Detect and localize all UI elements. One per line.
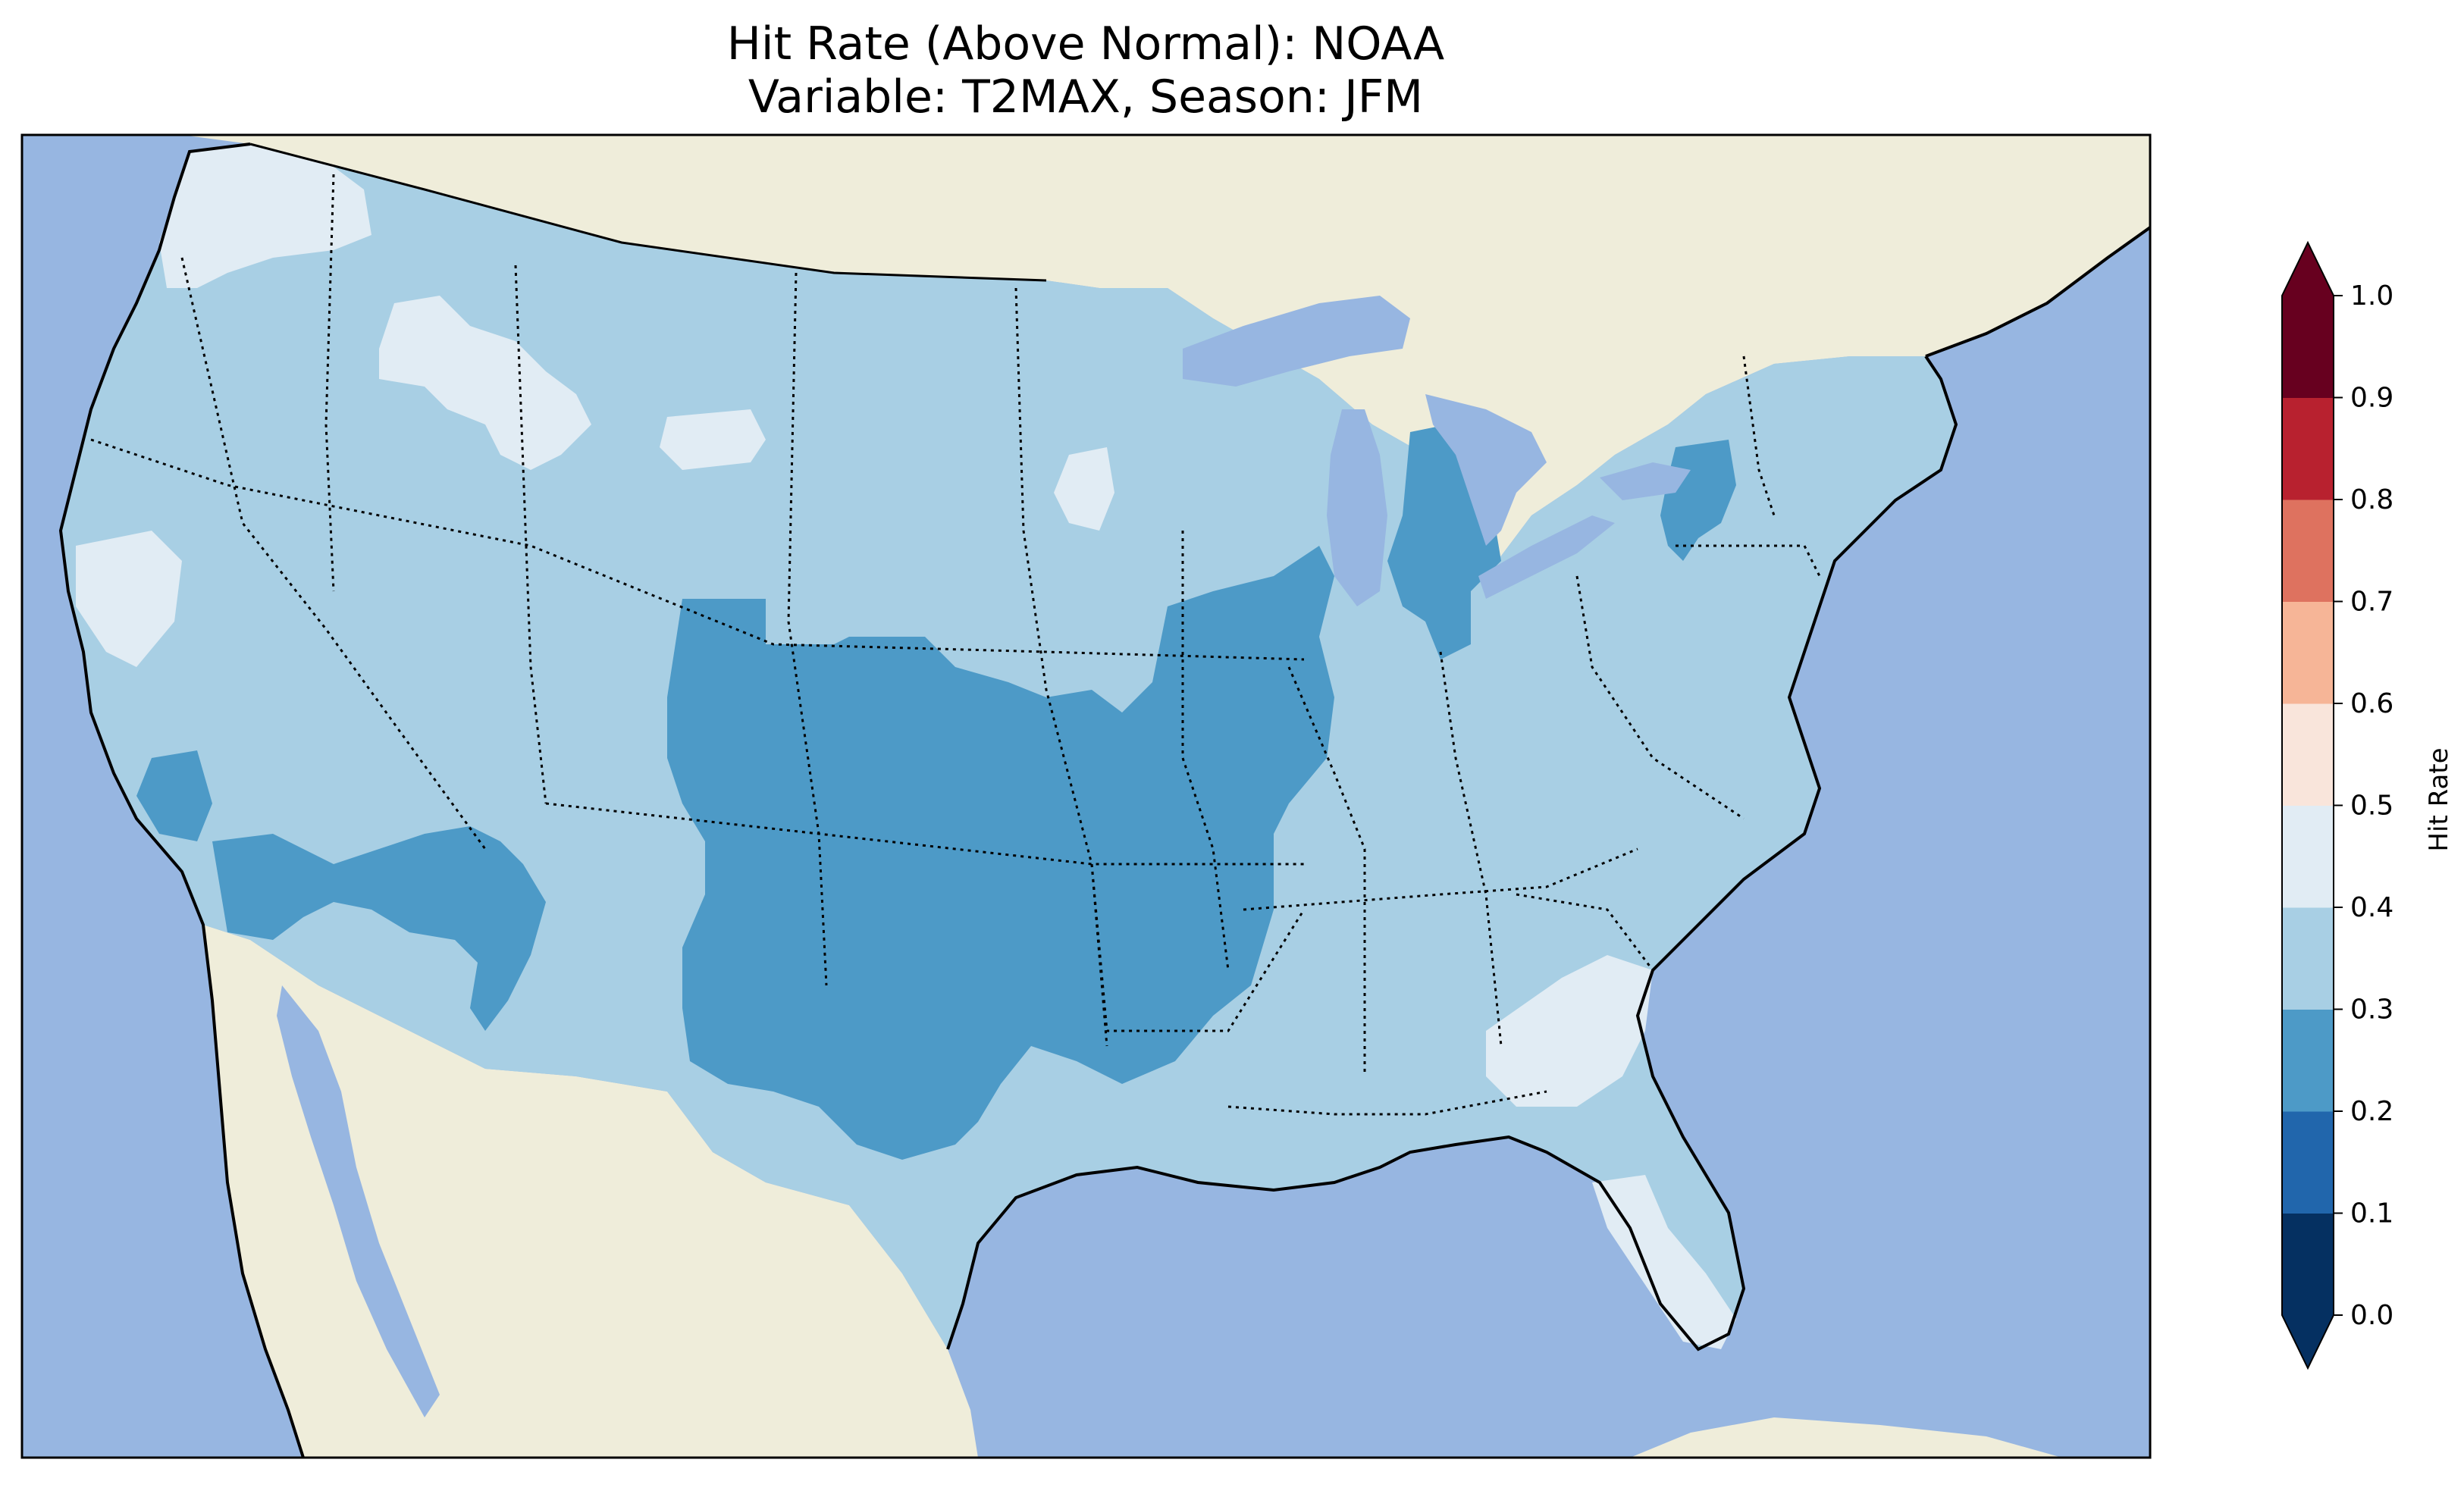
colorbar-segment [2282, 1009, 2334, 1112]
canada-east-coast [1925, 226, 2150, 358]
state-border [1516, 893, 1654, 971]
gulf-of-california [277, 985, 440, 1417]
state-border [514, 265, 547, 804]
us-canada-border [249, 143, 1047, 282]
colorbar-tick-label: 0.8 [2350, 484, 2393, 515]
colorbar-segment [2282, 500, 2334, 602]
state-border [1243, 847, 1638, 911]
colorbar-tick-label: 0.4 [2350, 892, 2393, 923]
lake-erie [1478, 515, 1615, 599]
colorbar-tick-label: 0.2 [2350, 1096, 2393, 1127]
colorbar-tick-label: 0.5 [2350, 791, 2393, 822]
state-border [1742, 355, 1776, 516]
coastline [58, 143, 305, 1458]
lake-superior [1183, 296, 1410, 387]
lake-michigan [1327, 409, 1387, 606]
hit-rate-patch-pacific-nw [159, 144, 371, 288]
colorbar-ticks: 0.0 0.1 0.2 0.3 0.4 0.5 0.6 0.7 0.8 0.9 1.0 [2334, 280, 2393, 1331]
state-border [1439, 651, 1503, 1047]
hit-rate-patch-florida [1592, 1175, 1736, 1349]
colorbar-segment [2282, 601, 2334, 704]
hit-rate-patch-plains [667, 546, 1334, 1160]
map-area [22, 135, 2150, 1458]
colorbar-extend-max [2282, 243, 2334, 296]
colorbar-segment [2282, 805, 2334, 908]
hit-rate-patch-southwest [212, 826, 546, 1031]
hit-rate-patch-socal [136, 750, 212, 841]
hit-rate-patch-wyoming [660, 409, 766, 470]
state-border [1181, 531, 1230, 971]
state-border [1227, 1090, 1547, 1116]
state-border [90, 438, 1305, 661]
hit-rate-patch-dakotas [1054, 447, 1114, 531]
colorbar-segment [2282, 296, 2334, 398]
colorbar-tick-label: 0.3 [2350, 994, 2393, 1026]
map-title-line1: Hit Rate (Above Normal): NOAA [726, 17, 1445, 70]
gulf-coastline [946, 355, 1958, 1351]
colorbar-segment [2282, 703, 2334, 806]
hit-rate-patch-georgia [1486, 955, 1653, 1107]
cuba-island [1630, 1417, 2062, 1458]
colorbar-tick-label: 0.0 [2350, 1300, 2393, 1331]
state-border [1090, 863, 1306, 1032]
colorbar-tick-label: 1.0 [2350, 280, 2393, 312]
colorbar-segment [2282, 1111, 2334, 1214]
state-border [545, 802, 1304, 866]
colorbar-tick-label: 0.6 [2350, 688, 2393, 719]
lake-ontario [1600, 462, 1691, 500]
state-border [1575, 575, 1745, 820]
map-title-line2: Variable: T2MAX, Season: JFM [748, 70, 1424, 124]
state-border [1287, 666, 1366, 1076]
state-border [324, 174, 335, 592]
colorbar-label: Hit Rate [2424, 747, 2454, 851]
colorbar-tick-label: 0.1 [2350, 1198, 2393, 1229]
colorbar-segment [2282, 1213, 2334, 1316]
lake-huron [1425, 394, 1547, 546]
canada-landmass [182, 135, 2150, 576]
colorbar-segment [2282, 907, 2334, 1010]
state-border [1676, 544, 1821, 577]
hit-rate-patch-norcal [76, 531, 182, 667]
state-borders [90, 174, 1821, 1116]
map-frame [20, 133, 2152, 1459]
colorbar-tick-label: 0.7 [2350, 587, 2393, 618]
state-border [787, 272, 828, 986]
colorbar-tick-label: 0.9 [2350, 383, 2393, 414]
colorbar [2281, 240, 2334, 1370]
hit-rate-patch-idaho-montana [379, 296, 591, 470]
colorbar-extend-min [2282, 1315, 2334, 1368]
colorbar-segment [2282, 397, 2334, 500]
